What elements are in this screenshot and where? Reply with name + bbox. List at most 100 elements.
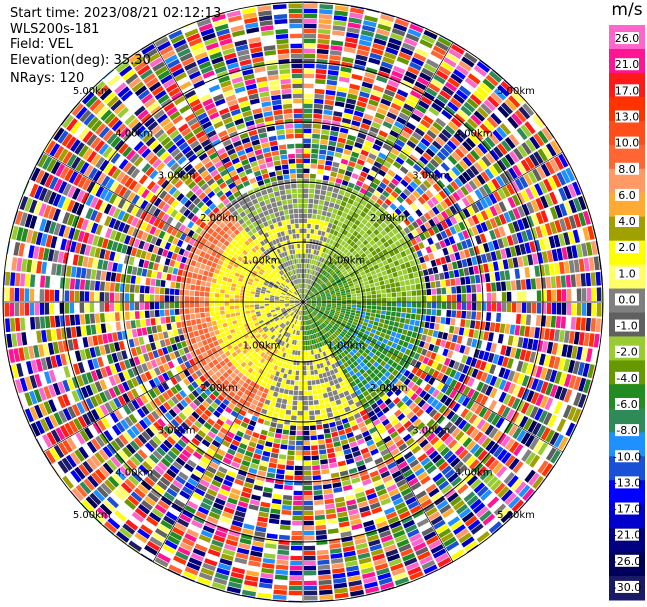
gate [373,117,384,125]
gate [329,288,335,292]
gate [212,358,219,366]
gate [328,285,333,289]
gate [305,305,309,309]
gate [387,79,400,88]
gate [291,525,303,531]
gate [381,177,390,186]
gate [288,585,303,591]
gate [259,506,270,513]
gate [131,377,139,387]
gate [330,130,339,137]
gate [344,287,350,291]
gate [412,509,424,519]
gate [473,527,487,539]
gate [282,429,290,435]
gate [483,99,496,112]
gate [66,392,76,405]
gate [320,408,327,414]
gate [501,236,509,248]
gate [413,177,422,186]
gate [312,209,318,215]
gate [406,302,412,308]
gate [157,499,170,510]
gate [297,310,300,315]
gate [315,184,322,190]
gate [309,274,312,280]
gate [335,372,341,379]
gate [590,272,596,286]
gate [536,290,542,302]
gate [327,348,333,354]
gate [548,355,556,369]
gate [397,245,404,253]
gate [288,316,292,321]
gate [339,286,345,290]
gate [242,486,253,494]
gate [225,502,237,510]
gate [282,394,288,400]
gate [317,559,330,565]
gate [307,213,312,219]
gate [272,391,279,397]
gate [508,133,520,147]
gate [86,457,98,471]
gate [345,324,351,329]
gate [533,457,545,471]
gate [382,210,390,218]
gate [260,351,266,358]
gate [400,130,411,139]
gate [320,252,325,258]
gate [450,117,462,128]
gate [444,197,453,207]
gate [248,467,258,475]
gate [425,87,438,97]
gate [334,288,340,292]
gate [422,479,434,489]
gate [304,305,306,311]
gate [596,303,602,317]
gate [440,220,449,230]
gate [348,88,359,96]
gate [327,412,334,418]
gate [224,452,234,461]
gate [427,386,436,395]
gate [242,382,249,389]
gate [254,531,266,538]
gate [393,349,400,356]
gate [290,323,294,328]
gate [565,274,571,288]
gate [195,378,203,386]
gate [435,258,442,266]
gate [270,452,279,459]
gate [385,84,398,93]
gate [456,188,465,199]
gate [225,539,238,547]
gate [324,196,331,202]
gate [169,464,180,475]
gate [405,561,420,571]
gate [376,186,384,194]
gate [317,554,330,560]
gate [410,358,418,366]
gate [144,381,153,391]
gate [365,394,373,402]
gate [303,173,310,179]
gate [347,399,355,406]
gate [309,173,316,179]
gate [440,532,454,543]
gate [374,484,386,492]
gate [211,439,221,448]
gate [298,385,303,391]
gate [303,268,305,274]
gate [186,459,197,469]
gate [343,236,349,242]
gate [357,175,366,183]
gate [245,575,259,582]
gate [379,66,392,74]
gate [475,359,482,369]
gate [345,289,351,293]
gate [321,304,327,306]
gate [503,381,512,393]
gate [311,302,317,305]
gate [462,364,470,374]
